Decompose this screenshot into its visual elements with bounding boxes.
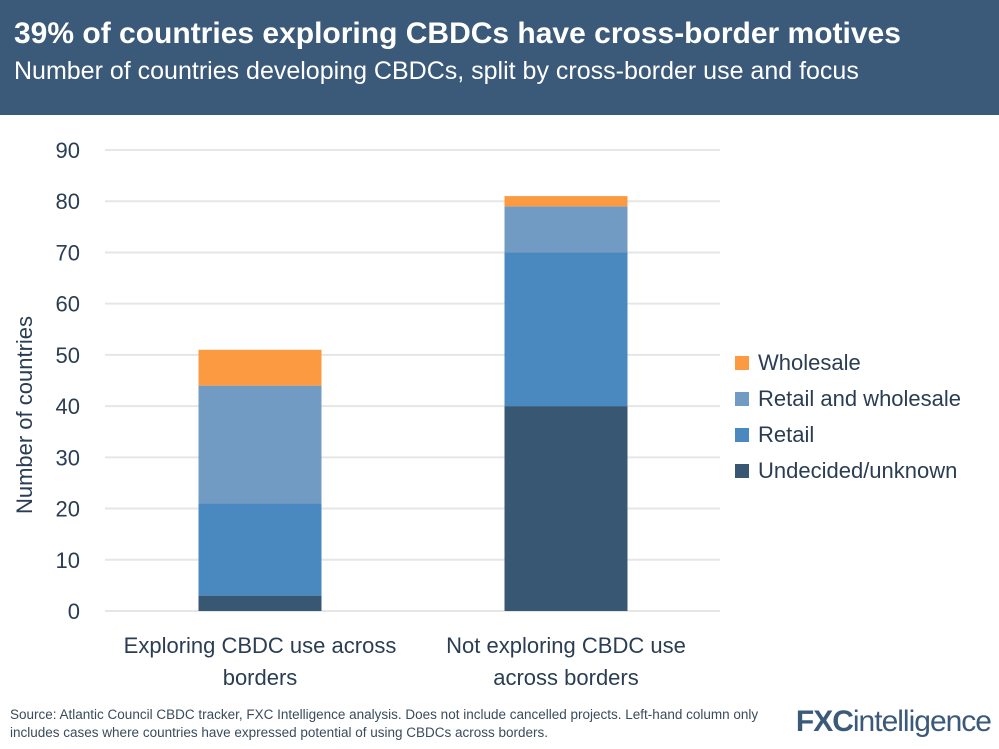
bar-segment-retail bbox=[504, 252, 628, 407]
y-tick-label: 40 bbox=[56, 394, 80, 419]
chart-title: 39% of countries exploring CBDCs have cr… bbox=[14, 17, 901, 50]
bar-segment-retail-and-wholesale bbox=[198, 385, 322, 504]
bar-segment-undecided-unknown bbox=[504, 406, 628, 611]
x-tick-label: Not exploring CBDC use across borders bbox=[446, 633, 686, 690]
legend-item: Retail bbox=[735, 417, 961, 453]
y-tick-label: 20 bbox=[56, 497, 80, 522]
bar-segment-wholesale bbox=[504, 196, 628, 207]
y-tick-label: 50 bbox=[56, 343, 80, 368]
y-tick-label: 80 bbox=[56, 189, 80, 214]
legend-label: Retail bbox=[758, 422, 815, 447]
legend-swatch bbox=[735, 392, 749, 406]
legend-label: Wholesale bbox=[758, 350, 861, 375]
fxc-logo: FXCintelligence bbox=[795, 705, 992, 738]
bar-segment-wholesale bbox=[198, 349, 322, 386]
y-tick-label: 0 bbox=[68, 599, 80, 624]
bar-segment-undecided-unknown bbox=[198, 595, 322, 611]
y-tick-label: 90 bbox=[56, 138, 80, 163]
legend: Wholesale Retail and wholesale Retail Undec… bbox=[735, 345, 961, 489]
stacked-bar-chart: 0 10 20 30 40 50 60 70 80 90 Exploring CBDC use ac… bbox=[12, 138, 720, 690]
legend-item: Retail and wholesale bbox=[735, 381, 961, 417]
legend-swatch bbox=[735, 464, 749, 478]
x-tick-label: Exploring CBDC use across borders bbox=[124, 633, 397, 690]
legend-label: Undecided/unknown bbox=[758, 458, 958, 483]
bar-segment-retail-and-wholesale bbox=[504, 206, 628, 253]
legend-item: Wholesale bbox=[735, 345, 961, 381]
y-tick-label: 30 bbox=[56, 445, 80, 470]
legend-swatch bbox=[735, 428, 749, 442]
y-axis-label: Number of countries bbox=[12, 316, 37, 514]
y-tick-label: 10 bbox=[56, 548, 80, 573]
legend-label: Retail and wholesale bbox=[758, 386, 962, 411]
header: 39% of countries exploring CBDCs have cr… bbox=[0, 0, 999, 115]
bar-segment-retail bbox=[198, 503, 322, 596]
chart-subtitle: Number of countries developing CBDCs, sp… bbox=[14, 57, 859, 85]
source-note: Source: Atlantic Council CBDC tracker, F… bbox=[10, 707, 759, 740]
legend-swatch bbox=[735, 356, 749, 370]
legend-item: Undecided/unknown bbox=[735, 453, 961, 489]
y-tick-label: 60 bbox=[56, 292, 80, 317]
y-tick-label: 70 bbox=[56, 240, 80, 265]
